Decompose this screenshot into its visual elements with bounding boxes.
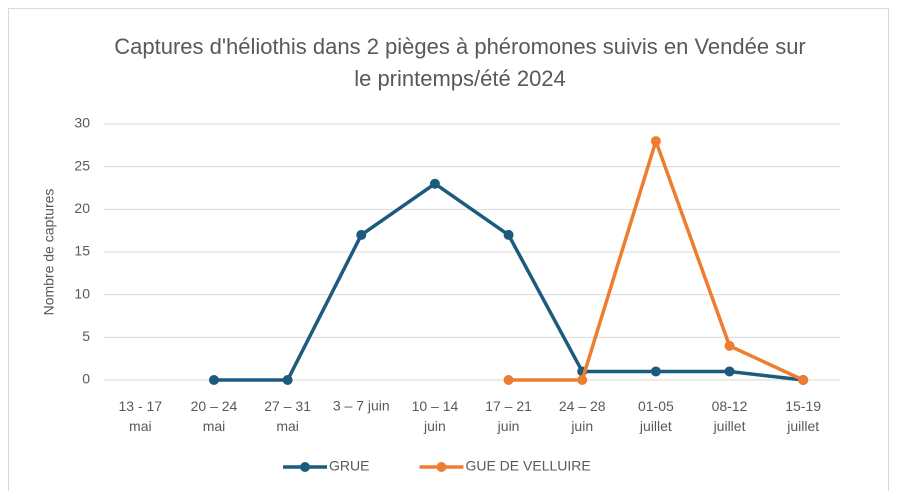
x-tick-label: 27 – 31 mai <box>264 398 311 434</box>
point <box>650 366 661 377</box>
chart-title: Captures d'héliothis dans 2 pièges à phé… <box>114 34 806 91</box>
legend-label: GUE DE VELLUIRE <box>465 458 590 474</box>
y-tick-label: 25 <box>74 157 90 173</box>
point <box>724 366 735 377</box>
point <box>724 340 735 351</box>
x-tick-label: 13 - 17 mai <box>119 398 163 434</box>
x-tick-label: 10 – 14 juin <box>412 398 459 434</box>
x-tick-label: 3 – 7 juin <box>333 398 390 414</box>
y-tick-label: 0 <box>82 371 90 387</box>
point <box>650 136 661 147</box>
legend-marker <box>436 462 447 472</box>
y-tick-label: 20 <box>74 200 90 216</box>
x-tick-label: 08-12 juillet <box>712 398 748 434</box>
point <box>503 375 514 385</box>
x-tick-label: 15-19 juillet <box>785 398 821 434</box>
point <box>503 229 514 240</box>
legend-marker <box>300 462 310 472</box>
x-tick-label: 17 – 21 juin <box>485 398 532 434</box>
y-tick-label: 10 <box>74 285 90 301</box>
point <box>356 229 367 240</box>
point <box>577 375 588 385</box>
x-tick-label: 01-05 juillet <box>638 398 674 434</box>
point <box>282 375 293 385</box>
y-tick-label: 15 <box>74 243 90 259</box>
y-tick-label: 30 <box>74 115 90 131</box>
y-tick-label: 5 <box>82 328 90 344</box>
x-tick-label: 24 – 28 juin <box>559 398 606 434</box>
x-tick-label: 20 – 24 mai <box>191 398 238 434</box>
legend-label: GRUE <box>329 458 369 474</box>
point <box>798 375 809 385</box>
y-axis-label: Nombre de captures <box>41 189 57 316</box>
point <box>208 375 219 385</box>
point <box>429 178 440 189</box>
chart-border <box>8 8 889 491</box>
